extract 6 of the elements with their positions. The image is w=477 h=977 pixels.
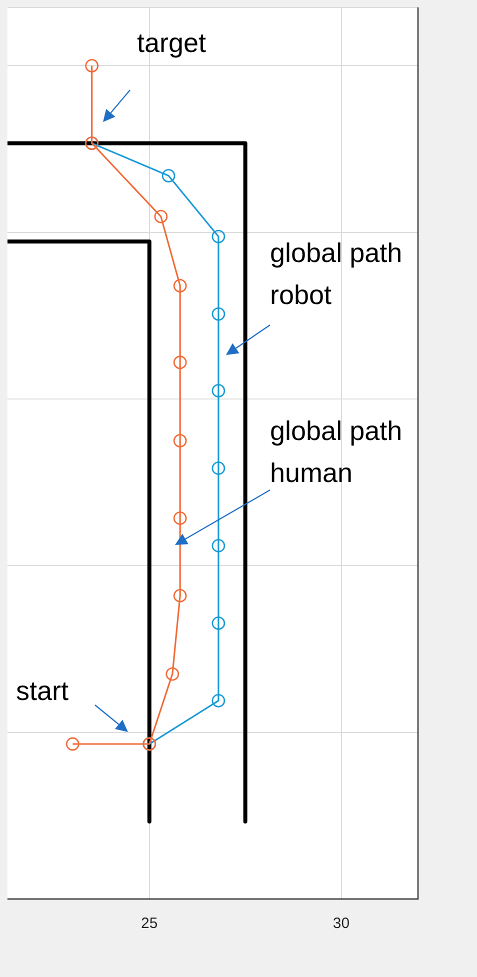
annotation: start (16, 676, 70, 706)
x-tick-label: 30 (332, 915, 350, 932)
annotation: global path human (270, 416, 402, 488)
annotation: global path robot (270, 238, 402, 310)
x-tick-label: 25 (141, 915, 158, 932)
text: target (137, 28, 207, 58)
